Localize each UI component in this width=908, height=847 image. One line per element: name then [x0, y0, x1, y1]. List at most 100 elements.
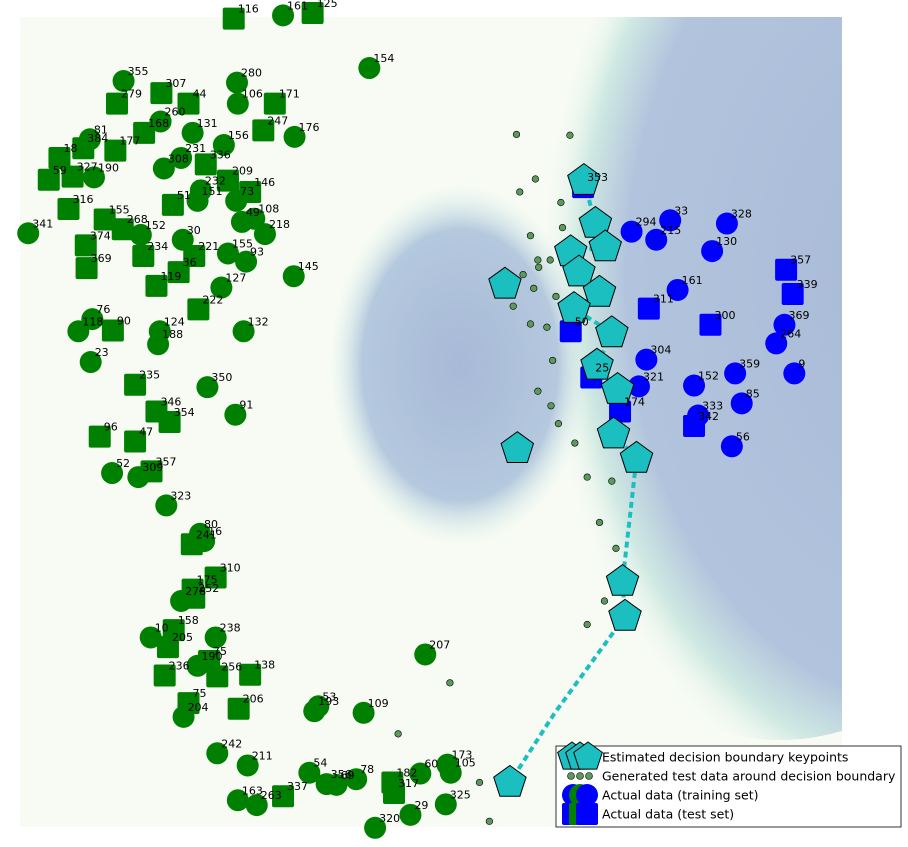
- legend-marker: [576, 803, 598, 825]
- point-label: 81: [94, 123, 108, 136]
- point-label: 278: [185, 585, 206, 598]
- point-label: 155: [109, 204, 130, 217]
- point-label: 323: [170, 489, 191, 502]
- point-label: 109: [368, 697, 389, 710]
- point-label: 124: [164, 315, 185, 328]
- point-label: 264: [780, 327, 801, 340]
- point-label: 168: [148, 117, 169, 130]
- test-point: [153, 664, 176, 687]
- point-label: 29: [414, 799, 428, 812]
- point-label: 51: [177, 189, 191, 202]
- training-point: [715, 212, 738, 235]
- training-point: [224, 403, 247, 426]
- training-point: [352, 701, 375, 724]
- point-label: 47: [139, 425, 153, 438]
- training-point: [226, 789, 249, 812]
- training-point: [245, 794, 268, 817]
- point-label: 73: [240, 185, 254, 198]
- point-label: 105: [455, 757, 476, 770]
- boundary-keypoint: [580, 347, 614, 380]
- point-label: 23: [95, 346, 109, 359]
- training-point: [253, 223, 276, 246]
- training-point: [196, 376, 219, 399]
- generated-point: [534, 256, 542, 264]
- training-point: [434, 793, 457, 816]
- point-label: 177: [119, 135, 140, 148]
- test-point: [74, 234, 97, 257]
- boundary-keypoint: [500, 431, 535, 463]
- point-label: 59: [53, 164, 67, 177]
- test-point: [699, 313, 722, 336]
- test-point: [162, 619, 185, 642]
- generated-point: [535, 263, 543, 271]
- test-point: [637, 297, 660, 320]
- test-point: [72, 137, 95, 160]
- boundary-keypoint: [605, 563, 640, 596]
- point-label: 325: [450, 788, 471, 801]
- boundary-keypoint: [595, 315, 629, 348]
- point-label: 106: [242, 88, 263, 101]
- point-label: 50: [575, 315, 589, 328]
- point-label: 308: [168, 152, 189, 165]
- training-point: [724, 362, 747, 385]
- point-label: 205: [172, 631, 193, 644]
- point-label: 76: [96, 303, 110, 316]
- point-label: 146: [254, 176, 275, 189]
- point-label: 215: [660, 224, 681, 237]
- point-label: 96: [104, 421, 118, 434]
- point-label: 327: [77, 161, 98, 174]
- generated-point: [595, 518, 604, 527]
- generated-point: [394, 730, 402, 738]
- point-label: 263: [261, 789, 282, 802]
- boundary-keypoint: [596, 416, 631, 449]
- point-label: 25: [595, 361, 609, 374]
- test-point: [609, 400, 632, 423]
- point-label: 336: [210, 148, 231, 161]
- training-point: [272, 4, 295, 27]
- point-label: 188: [162, 328, 183, 341]
- test-point: [161, 193, 184, 216]
- point-label: 75: [193, 687, 207, 700]
- point-label: 193: [318, 695, 339, 708]
- point-label: 145: [298, 260, 319, 273]
- training-point: [206, 742, 229, 765]
- generated-point: [546, 256, 554, 264]
- training-point: [773, 313, 796, 336]
- point-label: 369: [788, 309, 809, 322]
- test-point: [150, 82, 173, 105]
- point-label: 294: [636, 216, 657, 229]
- test-point: [93, 208, 116, 231]
- point-label: 30: [187, 224, 201, 237]
- point-label: 16: [208, 525, 222, 538]
- training-point: [82, 166, 105, 189]
- boundary-dashed-line: [508, 615, 627, 784]
- test-point: [204, 566, 227, 589]
- point-label: 161: [287, 0, 308, 12]
- point-label: 131: [197, 117, 218, 130]
- point-label: 161: [682, 274, 703, 287]
- point-label: 218: [269, 218, 290, 231]
- legend-marker: [576, 784, 598, 806]
- training-point: [204, 626, 227, 649]
- test-point: [132, 244, 155, 267]
- training-point: [325, 773, 348, 796]
- point-label: 374: [90, 229, 111, 242]
- point-label: 310: [220, 562, 241, 575]
- training-point: [79, 351, 102, 374]
- training-point: [303, 700, 326, 723]
- test-point: [124, 373, 147, 396]
- training-point: [181, 121, 204, 144]
- generated-point: [530, 284, 538, 292]
- test-point: [559, 320, 582, 343]
- test-point: [216, 169, 239, 192]
- training-point: [282, 265, 305, 288]
- point-label: 91: [239, 399, 253, 412]
- test-point: [781, 283, 804, 306]
- training-point: [783, 362, 806, 385]
- test-point: [183, 244, 206, 267]
- generated-point: [600, 597, 609, 605]
- training-point: [216, 242, 239, 265]
- training-point: [212, 133, 235, 156]
- point-label: 173: [451, 749, 472, 762]
